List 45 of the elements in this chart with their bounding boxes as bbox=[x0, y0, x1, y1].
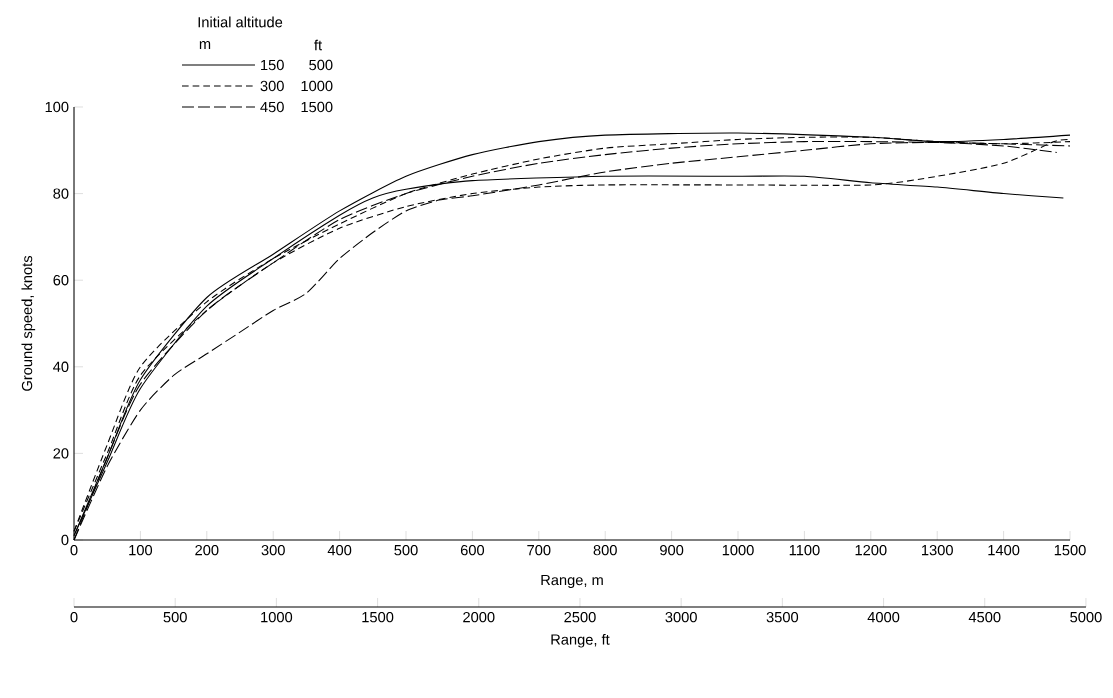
x-axis-title: Range, m bbox=[541, 574, 603, 589]
x-tick-label: 700 bbox=[527, 544, 551, 556]
x-tick-label: 0 bbox=[70, 544, 78, 556]
legend-label: 150 bbox=[261, 59, 284, 71]
x2-tick-label: 500 bbox=[163, 611, 187, 623]
y-tick-label: 20 bbox=[53, 448, 69, 459]
x2-tick-label: 3000 bbox=[665, 611, 697, 623]
x-tick-label: 1100 bbox=[789, 544, 820, 556]
legend-title: Initial altitude bbox=[198, 16, 283, 28]
x-tick-label: 1200 bbox=[855, 544, 887, 556]
x-tick-label: 1500 bbox=[1054, 544, 1086, 556]
annotation: 1500 bbox=[301, 101, 333, 113]
x-tick-label: 900 bbox=[660, 544, 684, 556]
x-tick-label: 400 bbox=[327, 544, 352, 556]
x2-tick-label: 2000 bbox=[463, 611, 495, 623]
x2-tick-label: 2500 bbox=[564, 611, 596, 623]
y-tick-label: 80 bbox=[53, 188, 69, 199]
y-axis-title: Ground speed, knots bbox=[21, 255, 36, 391]
text: 500 bbox=[309, 59, 333, 71]
x2-tick-label: 3500 bbox=[766, 611, 799, 623]
legend-label: 450 bbox=[260, 101, 284, 113]
x-tick-label: 100 bbox=[129, 544, 153, 556]
x-tick-label: 300 bbox=[261, 544, 285, 556]
x2-tick-label: 4500 bbox=[968, 611, 1001, 623]
x2-tick-label: 4000 bbox=[867, 611, 900, 623]
y-tick-label: 0 bbox=[61, 534, 69, 546]
text: ft bbox=[314, 39, 322, 51]
legend-label: 300 bbox=[260, 80, 284, 92]
x2-tick-label: 1500 bbox=[362, 611, 394, 623]
x-tick-label: 600 bbox=[460, 544, 485, 556]
text: m bbox=[199, 41, 211, 49]
x2-tick-label: 0 bbox=[70, 611, 78, 623]
x-tick-label: 1300 bbox=[922, 544, 953, 556]
x-tick-label: 800 bbox=[593, 544, 617, 556]
x2-tick-label: 5000 bbox=[1070, 611, 1102, 623]
x2-tick-label: 1000 bbox=[261, 611, 293, 623]
text: 1000 bbox=[301, 80, 333, 92]
x-tick-label: 1400 bbox=[988, 544, 1020, 556]
x-tick-label: 1000 bbox=[722, 544, 754, 556]
y-tick-label: 40 bbox=[53, 361, 69, 372]
y-tick-label: 60 bbox=[53, 275, 69, 286]
x-tick-label: 500 bbox=[394, 544, 418, 556]
x2-axis-title: Range, ft bbox=[551, 633, 610, 648]
x-tick-label: 200 bbox=[195, 544, 219, 556]
y-tick-label: 100 bbox=[45, 101, 69, 113]
